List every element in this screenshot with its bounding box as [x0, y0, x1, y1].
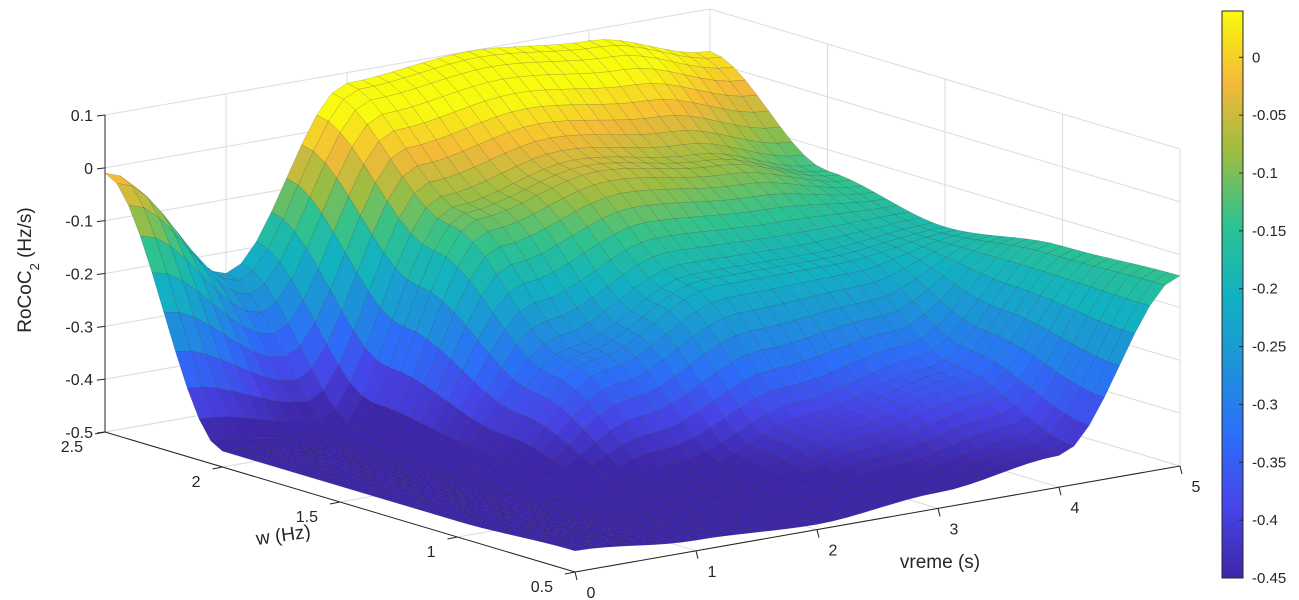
z-tick-mark [96, 325, 106, 328]
z-axis-label: RoCoC2 (Hz/s) [15, 207, 42, 332]
vreme-tick-label: 0 [587, 585, 596, 600]
w-tick-mark [212, 466, 223, 470]
colorbar-tick-label: -0.2 [1252, 281, 1278, 298]
colorbar-tick-label: -0.15 [1252, 223, 1286, 240]
z-tick-mark [96, 273, 106, 275]
z-tick-mark [96, 114, 106, 117]
vreme-tick-mark [1179, 465, 1183, 475]
w-tick-label: 0.5 [531, 579, 553, 596]
z-tick-label: 0 [84, 161, 93, 178]
colorbar-ticks: 0 -0.05 -0.1 -0.15 -0.2 -0.25 -0.3 -0.35 -0.4 -0.… [1239, 49, 1286, 587]
colorbar-tick-label: -0.35 [1252, 454, 1286, 471]
vreme-tick-mark [695, 550, 699, 559]
colorbar-tick-label: -0.3 [1252, 396, 1278, 413]
colorbar-gradient [1221, 10, 1244, 579]
w-tick-label: 2.5 [61, 439, 83, 456]
colorbar-tick-label: -0.1 [1252, 165, 1278, 182]
colorbar-tick-label: 0 [1252, 49, 1260, 66]
w-tick-label: 2 [192, 474, 201, 491]
colorbar: 0 -0.05 -0.1 -0.15 -0.2 -0.25 -0.3 -0.35 -0.4 -0.… [1221, 10, 1286, 587]
vreme-tick-mark [937, 508, 941, 517]
z-tick-labels: -0.5 -0.4 -0.3 -0.2 -0.1 0 0.1 [65, 108, 106, 442]
vreme-axis-label: vreme (s) [900, 552, 980, 573]
vreme-tick-label: 1 [708, 564, 717, 581]
z-tick-label: 0.1 [71, 108, 93, 125]
z-tick-label: -0.2 [65, 267, 93, 284]
vreme-tick-labels: 0 1 2 3 4 5 [574, 465, 1201, 600]
w-tick-mark [329, 501, 341, 505]
surface-mesh [104, 39, 1181, 551]
z-tick-mark [96, 220, 106, 223]
colorbar-tick-label: -0.25 [1252, 339, 1286, 356]
vreme-tick-label: 2 [829, 543, 838, 560]
colorbar-tick-label: -0.45 [1252, 570, 1286, 587]
vreme-tick-label: 4 [1071, 500, 1080, 517]
z-tick-label: -0.5 [65, 425, 93, 442]
w-tick-mark [94, 431, 106, 435]
z-tick-label: -0.1 [65, 214, 93, 231]
w-tick-mark [564, 571, 576, 575]
w-tick-label: 1.5 [296, 509, 318, 526]
colorbar-tick-label: -0.05 [1252, 107, 1286, 124]
vreme-tick-mark [1058, 487, 1062, 496]
vreme-tick-mark [574, 571, 578, 581]
w-tick-label: 1 [427, 544, 436, 561]
z-tick-mark [96, 167, 106, 170]
z-tick-label: -0.4 [65, 372, 93, 389]
z-tick-label: -0.3 [65, 319, 93, 336]
w-axis-label: w (Hz) [254, 522, 312, 551]
vreme-tick-mark [816, 529, 820, 538]
w-tick-labels: 0.5 1 1.5 2 2.5 [61, 431, 576, 596]
z-tick-mark [96, 378, 106, 381]
colorbar-tick-label: -0.4 [1252, 512, 1278, 529]
surface-patch [563, 545, 591, 551]
w-tick-mark [447, 536, 458, 540]
vreme-tick-label: 5 [1192, 479, 1201, 496]
vreme-tick-label: 3 [950, 521, 959, 538]
